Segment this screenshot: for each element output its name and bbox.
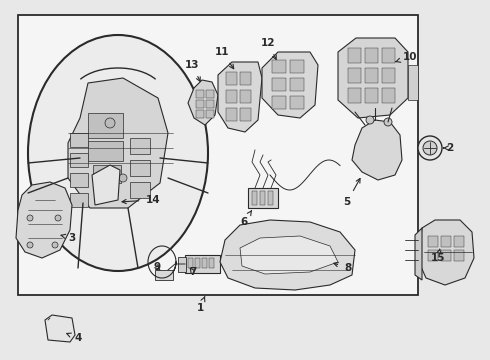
Polygon shape (415, 228, 422, 280)
Circle shape (27, 242, 33, 248)
Polygon shape (262, 52, 318, 118)
Polygon shape (240, 236, 338, 274)
Bar (88, 113, 123, 138)
Circle shape (418, 136, 442, 160)
Bar (454, 250, 464, 261)
Bar (70, 173, 88, 187)
Bar (365, 48, 378, 63)
Bar (226, 108, 237, 121)
Bar (70, 193, 88, 207)
Bar (206, 90, 214, 98)
Bar (130, 160, 150, 176)
Text: 6: 6 (241, 211, 251, 227)
Bar (226, 72, 237, 85)
Circle shape (105, 118, 115, 128)
Bar (196, 100, 204, 108)
Bar (240, 72, 251, 85)
Bar (240, 90, 251, 103)
Bar (88, 141, 123, 161)
Bar (178, 257, 186, 272)
Circle shape (366, 116, 374, 124)
Bar (272, 78, 286, 91)
Bar (196, 90, 204, 98)
Bar (408, 65, 418, 100)
Bar (155, 270, 173, 280)
Bar (290, 60, 304, 73)
Bar (428, 250, 438, 261)
Text: 10: 10 (396, 52, 417, 62)
Bar (130, 138, 150, 154)
Polygon shape (92, 165, 120, 205)
Text: 15: 15 (431, 249, 445, 263)
Bar (70, 133, 88, 147)
Bar (348, 88, 361, 103)
Circle shape (27, 215, 33, 221)
Bar (18, 15, 418, 295)
Text: 14: 14 (122, 195, 160, 205)
Text: 1: 1 (196, 296, 205, 313)
Bar (240, 108, 251, 121)
Bar (348, 48, 361, 63)
Polygon shape (352, 120, 402, 180)
Polygon shape (218, 62, 262, 132)
Text: 4: 4 (67, 333, 82, 343)
Bar (188, 258, 193, 268)
Text: 5: 5 (343, 179, 360, 207)
Polygon shape (418, 220, 474, 285)
Bar (196, 110, 204, 118)
Bar (130, 182, 150, 198)
Bar (290, 96, 304, 109)
Bar (252, 191, 257, 205)
Bar (272, 60, 286, 73)
Bar (382, 88, 395, 103)
Text: 13: 13 (185, 60, 200, 81)
Bar (260, 191, 265, 205)
Bar (365, 68, 378, 83)
Bar (441, 250, 451, 261)
Bar (202, 258, 207, 268)
Bar (226, 90, 237, 103)
Text: 9: 9 (153, 262, 161, 272)
Bar (209, 258, 214, 268)
Circle shape (423, 141, 437, 155)
Bar (454, 236, 464, 247)
Bar (93, 165, 121, 183)
Text: 11: 11 (215, 47, 234, 69)
Polygon shape (338, 38, 408, 118)
Bar (348, 68, 361, 83)
Bar (290, 78, 304, 91)
Text: 2: 2 (443, 143, 454, 153)
Bar (428, 236, 438, 247)
Bar (268, 191, 273, 205)
Polygon shape (188, 80, 218, 125)
Circle shape (55, 215, 61, 221)
Bar (248, 188, 278, 208)
Bar (382, 68, 395, 83)
Text: 3: 3 (61, 233, 75, 243)
Bar (441, 236, 451, 247)
Bar (195, 258, 200, 268)
Bar (382, 48, 395, 63)
Bar (272, 96, 286, 109)
Text: 12: 12 (261, 38, 276, 59)
Polygon shape (45, 315, 75, 342)
Circle shape (119, 174, 127, 182)
Text: 7: 7 (189, 267, 196, 277)
Bar (365, 88, 378, 103)
Ellipse shape (28, 35, 208, 271)
Polygon shape (68, 78, 168, 208)
Bar (185, 255, 220, 273)
Text: 8: 8 (334, 262, 352, 273)
Bar (70, 153, 88, 167)
Bar (206, 110, 214, 118)
Bar (206, 100, 214, 108)
Circle shape (384, 118, 392, 126)
Polygon shape (220, 220, 355, 290)
Polygon shape (16, 182, 72, 258)
Circle shape (52, 242, 58, 248)
